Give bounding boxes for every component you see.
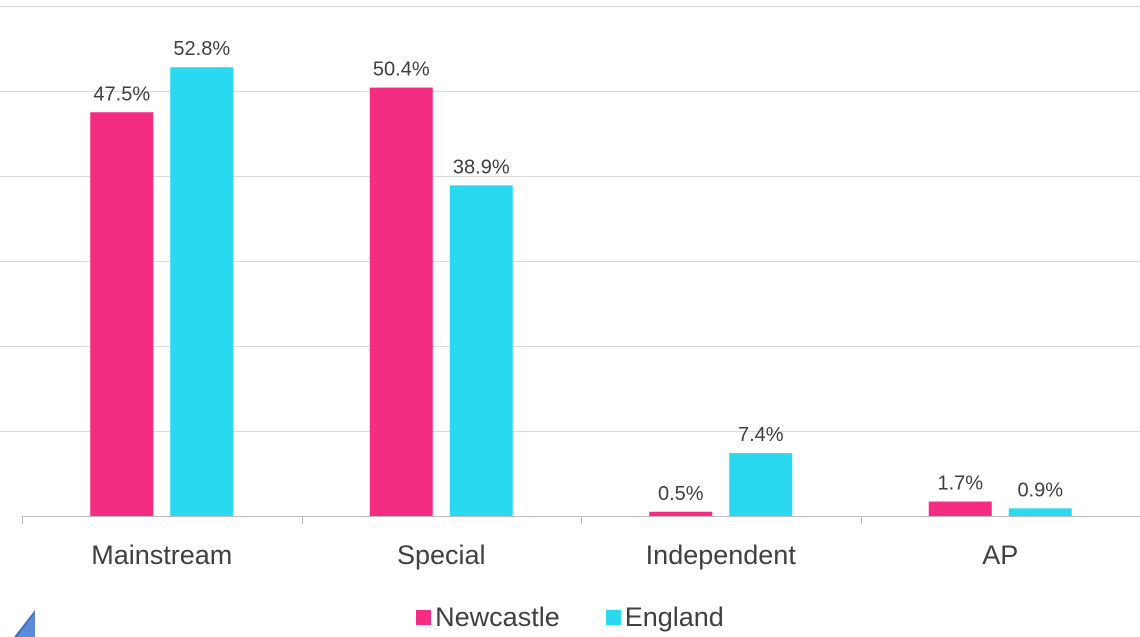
data-label: 0.9% — [1017, 479, 1063, 501]
bar-england-independent — [729, 453, 793, 516]
data-label: 47.5% — [93, 83, 150, 105]
data-label: 52.8% — [173, 38, 230, 60]
bar-england-mainstream — [170, 67, 234, 516]
bars — [90, 67, 1072, 516]
data-labels: 47.5% 52.8% 50.4% 38.9% 0.5% 7.4% 1.7% 0.9% — [93, 38, 1063, 505]
x-axis: Mainstream Special Independent AP — [22, 516, 1140, 570]
x-tick-label: Independent — [646, 540, 797, 570]
bar-england-special — [449, 185, 513, 516]
data-label: 38.9% — [453, 156, 510, 178]
x-tick-label: Special — [397, 540, 486, 570]
corner-triangle-icon — [14, 610, 35, 637]
data-label: 1.7% — [937, 473, 983, 495]
legend-swatch-england — [605, 609, 621, 625]
legend-item-newcastle: Newcastle — [416, 602, 560, 633]
bar-newcastle-ap — [928, 501, 992, 516]
data-label: 50.4% — [373, 59, 430, 81]
data-label: 7.4% — [738, 424, 784, 446]
bar-newcastle-mainstream — [90, 112, 154, 516]
legend-swatch-newcastle — [416, 609, 432, 625]
legend: Newcastle England — [0, 597, 1140, 637]
x-tick-label: AP — [982, 540, 1018, 570]
legend-label-newcastle: Newcastle — [435, 601, 560, 632]
x-tick-label: Mainstream — [91, 540, 232, 570]
legend-label-england: England — [624, 601, 724, 632]
bar-england-ap — [1008, 508, 1072, 516]
bar-newcastle-independent — [649, 511, 713, 516]
bar-newcastle-special — [369, 87, 433, 516]
legend-item-england: England — [605, 601, 724, 633]
chart: 47.5% 52.8% 50.4% 38.9% 0.5% 7.4% 1.7% 0.9% Mai… — [0, 6, 1140, 570]
data-label: 0.5% — [658, 483, 704, 505]
